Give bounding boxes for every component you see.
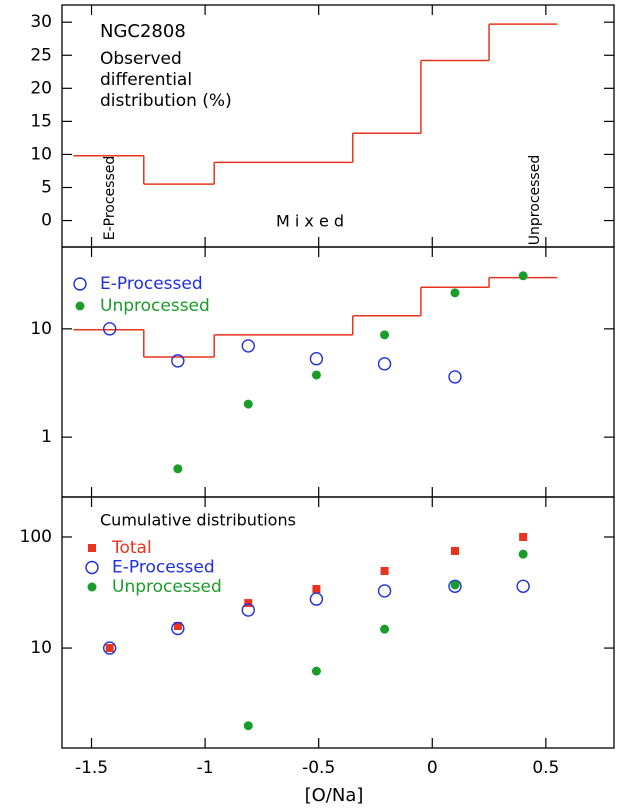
- y-tick-label: 10: [30, 638, 52, 658]
- point: [87, 582, 97, 592]
- y-tick-label: 5: [41, 177, 52, 197]
- x-tick-label: -1: [197, 758, 214, 778]
- y-tick-label: 100: [20, 527, 52, 547]
- point: [518, 271, 528, 281]
- point: [380, 330, 390, 340]
- y-tick-label: 15: [30, 111, 52, 131]
- legend-label: E-Processed: [100, 274, 203, 294]
- panel-title: Cumulative distributions: [100, 511, 296, 530]
- subtitle: Observed: [100, 49, 182, 69]
- annotation: M i x e d: [276, 212, 344, 231]
- point: [518, 549, 528, 559]
- point: [450, 546, 459, 555]
- point: [309, 352, 324, 366]
- point: [105, 644, 114, 653]
- x-tick-label: -1.5: [75, 758, 108, 778]
- point: [450, 288, 460, 298]
- subtitle: differential: [100, 70, 192, 90]
- point: [516, 579, 530, 593]
- y-tick-label: 10: [30, 144, 52, 164]
- point: [519, 532, 528, 541]
- point: [448, 370, 462, 384]
- legend-label: E-Processed: [112, 558, 215, 578]
- point: [88, 544, 96, 552]
- point: [103, 322, 117, 336]
- point: [171, 354, 185, 368]
- point: [244, 599, 253, 608]
- point: [243, 721, 253, 731]
- y-tick-label: 30: [30, 12, 52, 32]
- point: [73, 277, 87, 291]
- point: [75, 301, 85, 311]
- x-tick-label: 0: [427, 758, 438, 778]
- point: [311, 666, 321, 676]
- point: [171, 621, 185, 636]
- annotation: Unprocessed: [527, 155, 543, 245]
- y-tick-label: 25: [30, 45, 52, 65]
- legend-label: Unprocessed: [100, 296, 210, 316]
- annotation: E-Processed: [102, 156, 118, 241]
- x-tick-label: -0.5: [302, 758, 335, 778]
- point: [241, 339, 255, 353]
- x-axis-label: [O/Na]: [305, 785, 364, 806]
- legend-label: Total: [111, 538, 152, 558]
- point: [380, 566, 389, 575]
- point: [377, 357, 392, 371]
- point: [312, 585, 321, 594]
- y-tick-label: 10: [30, 319, 52, 339]
- point: [241, 603, 255, 617]
- point: [380, 624, 390, 634]
- legend-label: Unprocessed: [112, 577, 222, 597]
- point: [243, 399, 253, 409]
- point: [448, 579, 462, 593]
- point: [377, 584, 392, 598]
- point: [103, 641, 117, 655]
- point: [309, 592, 324, 606]
- point: [173, 621, 182, 630]
- chart-title: NGC2808: [100, 21, 186, 42]
- y-tick-label: 1: [41, 427, 52, 447]
- y-tick-label: 20: [30, 78, 52, 98]
- point: [450, 580, 460, 590]
- subtitle: distribution (%): [100, 91, 232, 111]
- point: [173, 464, 183, 474]
- x-tick-label: 0.5: [532, 758, 559, 778]
- point: [85, 560, 99, 575]
- y-tick-label: 0: [41, 211, 52, 231]
- point: [311, 370, 321, 380]
- panel-frame: [61, 496, 615, 749]
